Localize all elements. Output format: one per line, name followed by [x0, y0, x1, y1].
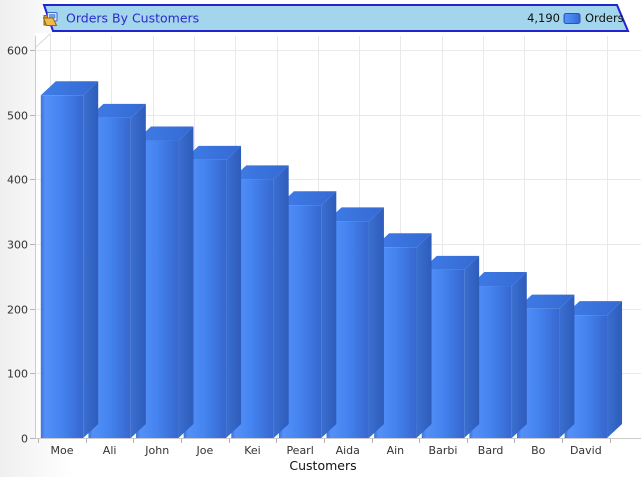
bars: [40, 81, 623, 439]
x-axis-label-kei: Kei: [244, 444, 261, 457]
y-axis-label-600: 600: [7, 45, 28, 58]
y-axis-label-500: 500: [7, 110, 28, 123]
report-icon: [42, 12, 58, 26]
bar-top-face: [40, 81, 99, 96]
x-axis-label-aida: Aida: [336, 444, 360, 457]
bar-side-face: [273, 165, 289, 439]
chart-header-banner: Orders By Customers 4,190 Orders: [42, 4, 630, 32]
bar-side-face: [178, 126, 194, 439]
report-icon-document-chart: [49, 14, 56, 19]
x-axis-title: Customers: [289, 458, 356, 473]
bar-top-face: [183, 145, 242, 160]
bar-top-face: [278, 191, 337, 206]
bar-top-face: [421, 255, 480, 270]
legend-item-orders[interactable]: 4,190 Orders: [527, 11, 624, 25]
bar-side-face: [226, 145, 242, 438]
x-axis-label-ali: Ali: [103, 444, 117, 457]
legend-swatch[interactable]: [563, 13, 581, 24]
bar-top-face: [517, 294, 575, 309]
bar-top-face: [469, 272, 527, 287]
bar-top-face: [88, 103, 146, 118]
x-axis-label-moe: Moe: [51, 444, 74, 457]
bar-side-face: [511, 272, 527, 438]
x-axis-label-john: John: [144, 444, 169, 457]
y-axis-label-300: 300: [7, 239, 28, 252]
y-axis-label-100: 100: [7, 368, 28, 381]
bar-side-face: [83, 81, 99, 439]
axes: [30, 36, 641, 443]
bar-moe[interactable]: [40, 81, 99, 439]
bar-side-face: [368, 207, 384, 438]
bar-side-face: [130, 103, 146, 439]
axis-labels: 0 100 200 300 400 500 600 Moe Ali John Joe Kei Pearl…: [7, 45, 602, 458]
x-axis-label-bo: Bo: [531, 444, 546, 457]
report-icon-folder-front: [42, 17, 58, 26]
bar-side-face: [559, 294, 575, 438]
bar-top-face: [231, 165, 289, 180]
bar-front-face: [40, 95, 84, 439]
x-axis-label-pearl: Pearl: [286, 444, 313, 457]
x-axis-label-david: David: [570, 444, 602, 457]
y-axis-label-0: 0: [21, 433, 28, 446]
legend-series-label: Orders: [585, 11, 624, 25]
bar-side-face: [607, 301, 623, 438]
y-axis-label-200: 200: [7, 304, 28, 317]
legend-total-value: 4,190: [527, 11, 560, 25]
x-axis-label-joe: Joe: [195, 444, 213, 457]
bar-side-face: [464, 255, 480, 438]
bar-top-face: [374, 233, 432, 248]
x-axis-label-barbi: Barbi: [429, 444, 458, 457]
chart-title: Orders By Customers: [66, 11, 199, 26]
bar-top-face: [326, 207, 384, 222]
y-axis-label-400: 400: [7, 174, 28, 187]
bar-top-face: [564, 301, 623, 316]
bar-side-face: [416, 233, 432, 438]
bar-side-face: [321, 191, 337, 438]
x-axis-label-ain: Ain: [387, 444, 405, 457]
x-axis-label-bard: Bard: [478, 444, 504, 457]
bar-top-face: [136, 126, 194, 141]
